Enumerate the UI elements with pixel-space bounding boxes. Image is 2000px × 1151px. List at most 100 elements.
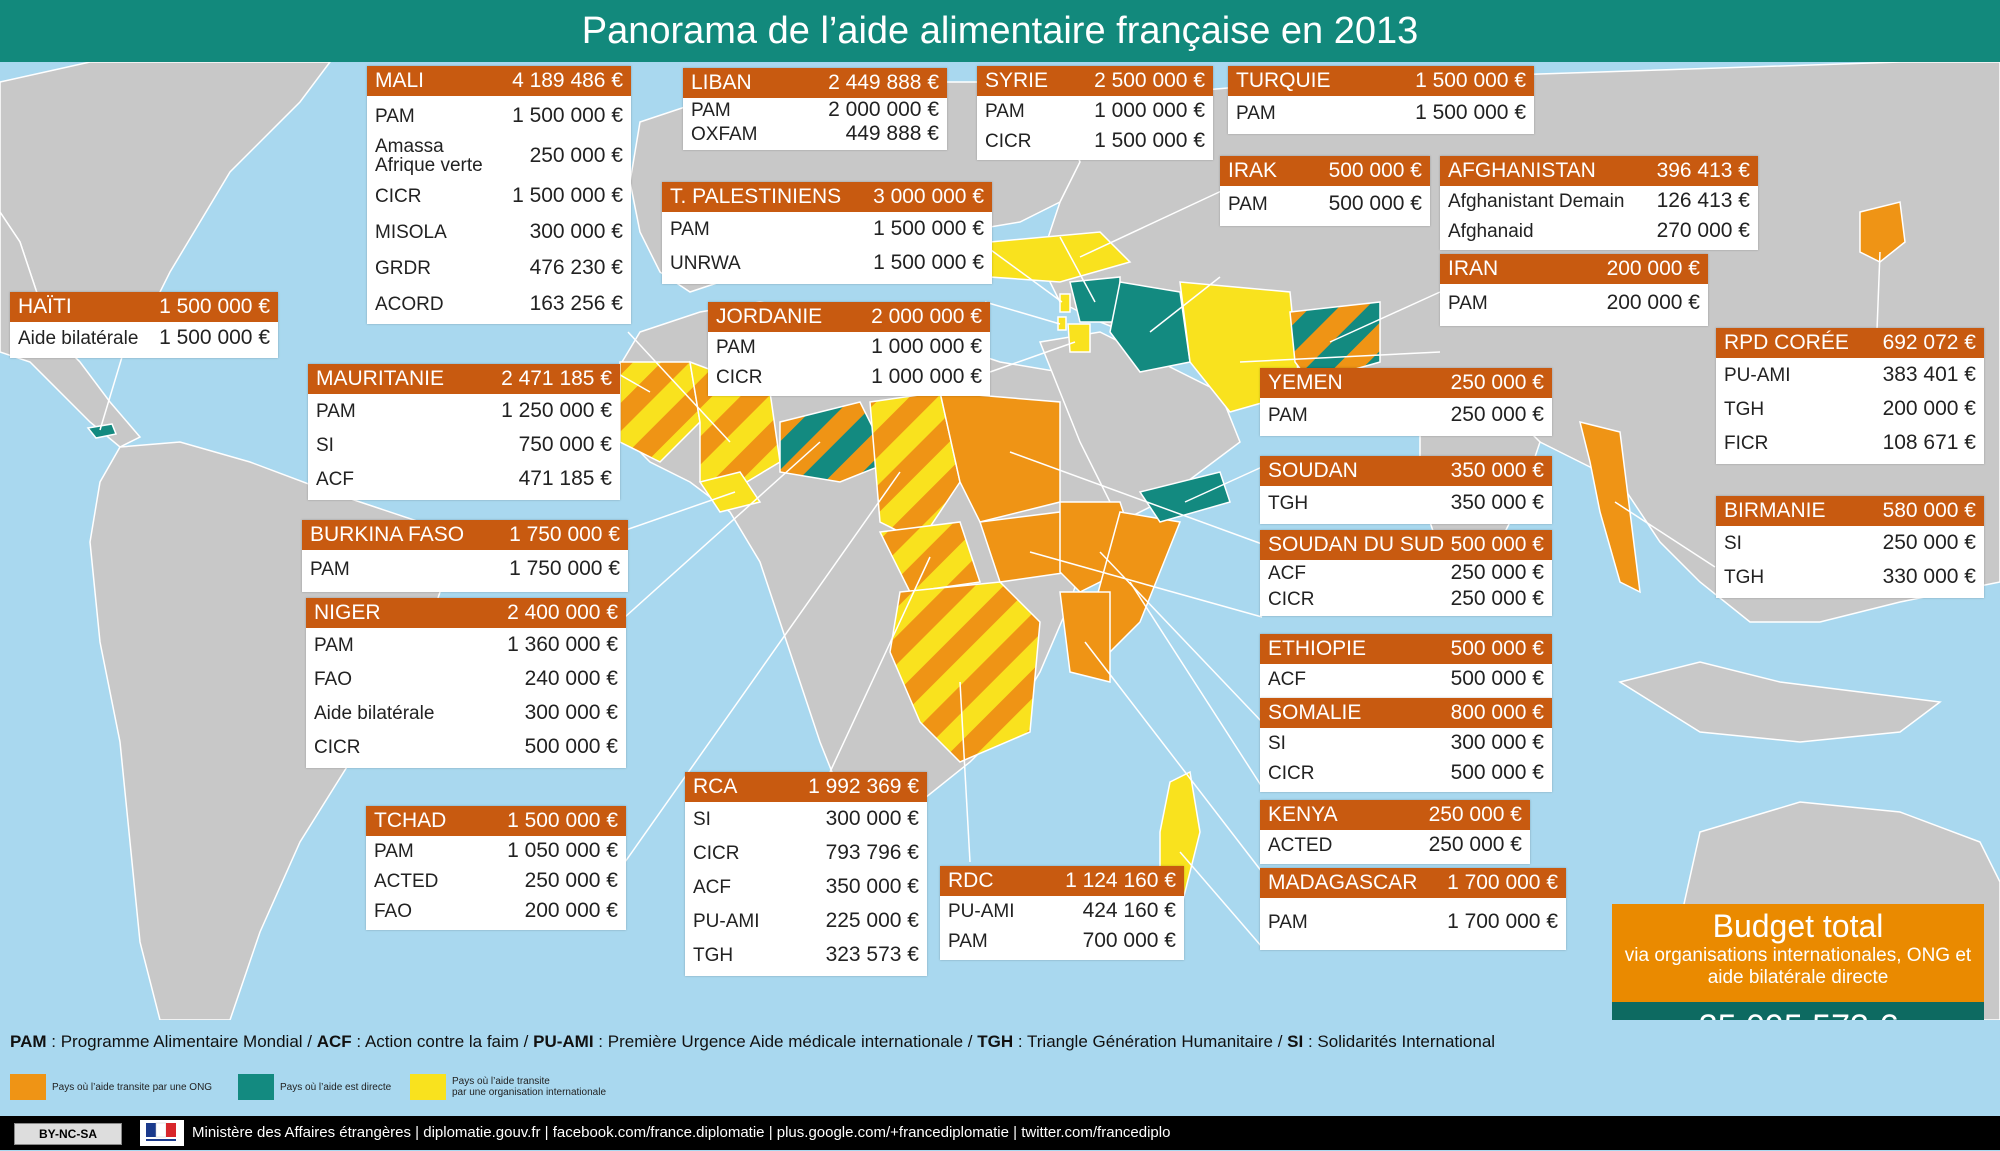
country-header: JORDANIE 2 000 000 € xyxy=(708,302,990,332)
aid-amount: 449 888 € xyxy=(845,122,939,145)
aid-row: CICR 250 000 € xyxy=(1260,586,1552,612)
country-total: 500 000 € xyxy=(1328,159,1422,182)
aid-row: FAO 200 000 € xyxy=(366,896,626,926)
aid-row: UNRWA 1 500 000 € xyxy=(662,246,992,280)
aid-amount: 750 000 € xyxy=(518,433,612,456)
country-box-irak: IRAK 500 000 € PAM 500 000 € xyxy=(1220,156,1430,226)
separator: : xyxy=(593,1032,608,1051)
country-total: 800 000 € xyxy=(1450,701,1544,724)
abbreviation-meaning: Action contre la faim xyxy=(364,1032,519,1051)
country-box-jordanie: JORDANIE 2 000 000 € PAM 1 000 000 € CICR 1 0… xyxy=(708,302,990,396)
abbreviation-meaning: Première Urgence Aide médicale internati… xyxy=(607,1032,964,1051)
aid-row: SI 250 000 € xyxy=(1716,526,1984,560)
aid-row: CICR 1 500 000 € xyxy=(977,126,1213,156)
organization-label: CICR xyxy=(375,185,422,207)
aid-row: CICR 1 000 000 € xyxy=(708,362,990,392)
country-total: 2 500 000 € xyxy=(1094,69,1205,92)
aid-row: PAM 500 000 € xyxy=(1220,186,1430,222)
organization-label: PAM xyxy=(670,218,710,240)
country-header: ETHIOPIE 500 000 € xyxy=(1260,634,1552,664)
organization-label: PAM xyxy=(1268,911,1308,933)
box-padding xyxy=(1716,460,1984,464)
aid-row: OXFAM 449 888 € xyxy=(683,122,947,146)
box-padding xyxy=(308,496,620,500)
organization-label: SI xyxy=(1268,732,1286,754)
aid-amount: 225 000 € xyxy=(825,909,919,932)
country-name: SOUDAN xyxy=(1268,459,1358,482)
country-header: SOUDAN 350 000 € xyxy=(1260,456,1552,486)
organization-label: ACF xyxy=(693,876,731,898)
aid-row: ACTED 250 000 € xyxy=(366,866,626,896)
organization-label: PAM xyxy=(1268,404,1308,426)
organization-label: ACF xyxy=(316,468,354,490)
aid-amount: 108 671 € xyxy=(1882,431,1976,454)
country-box-t-palestiniens: T. PALESTINIENS 3 000 000 € PAM 1 500 000 €… xyxy=(662,182,992,284)
aid-amount: 1 500 000 € xyxy=(512,104,623,127)
country-header: SOMALIE 800 000 € xyxy=(1260,698,1552,728)
country-name: MADAGASCAR xyxy=(1268,871,1418,894)
leader-iran xyxy=(1239,351,1441,363)
organization-label: SI xyxy=(693,808,711,830)
aid-row: SI 300 000 € xyxy=(685,802,927,836)
north-korea-shape xyxy=(1859,201,1906,263)
separator: / xyxy=(302,1032,317,1051)
aid-row: ACORD 163 256 € xyxy=(367,288,631,320)
box-padding xyxy=(940,956,1184,960)
cc-license-badge[interactable]: BY-NC-SA xyxy=(14,1123,122,1145)
aid-row: PAM 1 750 000 € xyxy=(302,550,628,588)
aid-row: TGH 350 000 € xyxy=(1260,486,1552,520)
aid-row: FAO 240 000 € xyxy=(306,662,626,696)
aid-row: SI 300 000 € xyxy=(1260,728,1552,758)
box-padding xyxy=(1220,222,1430,226)
country-total: 3 000 000 € xyxy=(873,185,984,208)
country-box-syrie: SYRIE 2 500 000 € PAM 1 000 000 € CICR 1 500 … xyxy=(977,66,1213,160)
country-header: TCHAD 1 500 000 € xyxy=(366,806,626,836)
aid-amount: 424 160 € xyxy=(1082,899,1176,922)
country-total: 2 471 185 € xyxy=(501,367,612,390)
country-total: 2 449 888 € xyxy=(828,71,939,94)
aid-row: Afghanistant Demain 126 413 € xyxy=(1440,186,1758,216)
abbreviation-code: PU-AMI xyxy=(533,1032,594,1051)
country-box-madagascar: MADAGASCAR 1 700 000 € PAM 1 700 000 € xyxy=(1260,868,1566,950)
organization-label: ACTED xyxy=(1268,834,1333,856)
aid-row: Afghanaid 270 000 € xyxy=(1440,216,1758,246)
leader-syrie xyxy=(1059,236,1096,303)
aid-amount: 700 000 € xyxy=(1082,929,1176,952)
country-name: TCHAD xyxy=(374,809,447,832)
organization-label: PU-AMI xyxy=(1724,364,1791,386)
leader-liban xyxy=(979,241,1063,303)
country-header: MADAGASCAR 1 700 000 € xyxy=(1260,868,1566,898)
organization-label: CICR xyxy=(1268,588,1315,610)
country-total: 1 500 000 € xyxy=(159,295,270,318)
flag-icon xyxy=(146,1122,176,1141)
aid-amount: 1 000 000 € xyxy=(1094,99,1205,122)
aid-row: MISOLA 300 000 € xyxy=(367,216,631,248)
aid-amount: 300 000 € xyxy=(825,807,919,830)
aid-amount: 476 230 € xyxy=(529,256,623,279)
leader-mali xyxy=(627,331,731,443)
aid-amount: 200 000 € xyxy=(524,899,618,922)
organization-label: PAM xyxy=(375,105,415,127)
country-total: 200 000 € xyxy=(1606,257,1700,280)
country-box-liban: LIBAN 2 449 888 € PAM 2 000 000 € OXFAM 449 8… xyxy=(683,68,947,150)
abbreviation-meaning: Programme Alimentaire Mondial xyxy=(60,1032,303,1051)
country-header: SYRIE 2 500 000 € xyxy=(977,66,1213,96)
country-name: SYRIE xyxy=(985,69,1049,92)
aid-row: ACF 350 000 € xyxy=(685,870,927,904)
country-total: 1 992 369 € xyxy=(808,775,919,798)
aid-amount: 300 000 € xyxy=(1450,731,1544,754)
country-total: 692 072 € xyxy=(1882,331,1976,354)
legend-swatch-intl xyxy=(410,1074,446,1100)
world-map: HAÏTI 1 500 000 € Aide bilatérale 1 500 000… xyxy=(0,62,2000,1020)
aid-amount: 1 050 000 € xyxy=(507,839,618,862)
country-name: IRAN xyxy=(1448,257,1499,280)
organization-label: OXFAM xyxy=(691,123,758,145)
leader-madagascar xyxy=(1179,851,1263,948)
country-name: RPD CORÉE xyxy=(1724,331,1849,354)
country-header: TURQUIE 1 500 000 € xyxy=(1228,66,1534,96)
aid-row: PAM 200 000 € xyxy=(1440,284,1708,322)
country-name: LIBAN xyxy=(691,71,752,94)
organization-label: ACF xyxy=(1268,668,1306,690)
aid-row: PU-AMI 225 000 € xyxy=(685,904,927,938)
country-total: 500 000 € xyxy=(1450,533,1544,556)
